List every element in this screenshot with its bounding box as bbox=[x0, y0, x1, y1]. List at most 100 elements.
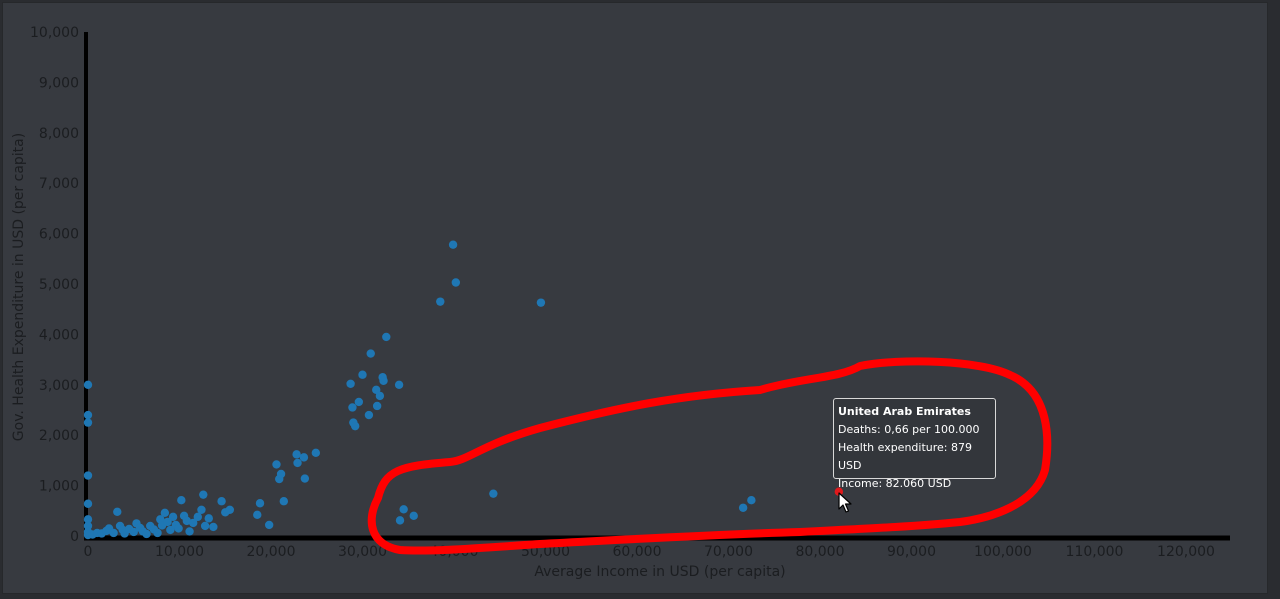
x-tick-label: 10,000 bbox=[155, 544, 204, 560]
data-point[interactable] bbox=[358, 370, 367, 379]
data-point[interactable] bbox=[536, 298, 546, 307]
data-point[interactable] bbox=[350, 421, 360, 431]
y-tick-label: 8,000 bbox=[39, 126, 79, 142]
window-edge bbox=[1268, 0, 1280, 599]
data-point[interactable] bbox=[394, 380, 404, 389]
data-point[interactable] bbox=[372, 385, 381, 395]
chart-panel bbox=[2, 2, 1268, 594]
data-point[interactable] bbox=[83, 471, 93, 480]
data-point[interactable] bbox=[153, 528, 162, 538]
data-point[interactable] bbox=[225, 505, 235, 514]
x-tick-label: 110,000 bbox=[1066, 544, 1124, 560]
data-point[interactable] bbox=[299, 453, 309, 462]
data-point[interactable] bbox=[409, 511, 418, 521]
data-point[interactable] bbox=[489, 489, 498, 498]
data-point[interactable] bbox=[83, 418, 93, 427]
x-tick-label: 0 bbox=[84, 544, 93, 560]
data-point[interactable] bbox=[113, 507, 122, 517]
data-point[interactable] bbox=[83, 521, 93, 531]
data-point[interactable] bbox=[279, 497, 289, 506]
y-axis-ticks: 0 1,000 2,000 3,000 4,000 5,000 6,000 7,000 8,00… bbox=[30, 25, 79, 545]
y-tick-label: 2,000 bbox=[39, 428, 79, 444]
data-point[interactable] bbox=[160, 508, 170, 518]
mouse-cursor-icon bbox=[838, 492, 852, 513]
data-point[interactable] bbox=[83, 380, 93, 389]
data-point[interactable] bbox=[738, 503, 748, 512]
data-point[interactable] bbox=[747, 496, 756, 505]
x-axis-title: Average Income in USD (per capita) bbox=[534, 564, 785, 580]
data-point[interactable] bbox=[451, 278, 461, 287]
data-point[interactable] bbox=[163, 517, 172, 527]
data-point[interactable] bbox=[448, 240, 458, 249]
data-point[interactable] bbox=[83, 499, 93, 508]
data-point[interactable] bbox=[382, 332, 391, 342]
data-point[interactable] bbox=[395, 516, 405, 525]
data-point[interactable] bbox=[372, 401, 382, 411]
data-point[interactable] bbox=[209, 522, 218, 532]
x-tick-label: 30,000 bbox=[338, 544, 387, 560]
data-point[interactable] bbox=[166, 525, 175, 535]
tooltip-income: Income: 82.060 USD bbox=[838, 477, 952, 490]
data-points bbox=[83, 240, 844, 540]
data-point[interactable] bbox=[200, 521, 210, 531]
data-point[interactable] bbox=[292, 450, 301, 459]
tooltip: United Arab Emirates Deaths: 0,66 per 10… bbox=[833, 398, 996, 490]
data-point[interactable] bbox=[253, 510, 262, 520]
data-point[interactable] bbox=[436, 297, 445, 306]
data-point[interactable] bbox=[217, 497, 226, 506]
data-point[interactable] bbox=[168, 512, 178, 522]
y-tick-label: 9,000 bbox=[39, 75, 79, 91]
data-point[interactable] bbox=[399, 505, 408, 514]
y-tick-label: 0 bbox=[70, 529, 79, 545]
data-point[interactable] bbox=[142, 529, 151, 539]
x-tick-label: 70,000 bbox=[704, 544, 753, 560]
data-point[interactable] bbox=[193, 512, 202, 522]
y-tick-label: 1,000 bbox=[39, 479, 79, 495]
data-point[interactable] bbox=[364, 410, 374, 420]
data-point[interactable] bbox=[300, 474, 310, 483]
highlighted-data-point[interactable] bbox=[834, 487, 844, 496]
hand-drawn-annotation-loop bbox=[367, 357, 1052, 555]
x-tick-label: 100,000 bbox=[974, 544, 1032, 560]
data-point[interactable] bbox=[189, 518, 198, 528]
data-point[interactable] bbox=[346, 379, 355, 388]
y-tick-label: 7,000 bbox=[39, 176, 79, 192]
data-point[interactable] bbox=[276, 469, 286, 479]
data-point[interactable] bbox=[264, 520, 274, 530]
x-tick-label: 20,000 bbox=[247, 544, 296, 560]
data-point[interactable] bbox=[177, 496, 186, 505]
data-point[interactable] bbox=[293, 458, 302, 468]
data-point[interactable] bbox=[199, 490, 208, 499]
data-point[interactable] bbox=[375, 391, 385, 401]
tooltip-health-expenditure: Health expenditure: 879 USD bbox=[838, 441, 972, 472]
x-tick-label: 80,000 bbox=[796, 544, 845, 560]
data-point[interactable] bbox=[83, 410, 93, 420]
data-point[interactable] bbox=[197, 505, 206, 514]
y-tick-label: 4,000 bbox=[39, 327, 79, 343]
data-point[interactable] bbox=[129, 527, 138, 537]
data-point[interactable] bbox=[348, 403, 357, 412]
data-point[interactable] bbox=[182, 516, 192, 526]
data-point[interactable] bbox=[174, 524, 183, 533]
y-tick-label: 5,000 bbox=[39, 277, 79, 293]
data-point[interactable] bbox=[83, 515, 93, 524]
tooltip-deaths: Deaths: 0,66 per 100.000 bbox=[838, 423, 980, 436]
tooltip-title: United Arab Emirates bbox=[838, 405, 971, 418]
y-tick-label: 3,000 bbox=[39, 378, 79, 394]
y-tick-label: 6,000 bbox=[39, 227, 79, 243]
data-point[interactable] bbox=[204, 514, 213, 523]
x-tick-label: 120,000 bbox=[1157, 544, 1215, 560]
data-point[interactable] bbox=[272, 460, 281, 469]
y-tick-label: 10,000 bbox=[30, 25, 79, 41]
data-point[interactable] bbox=[109, 528, 118, 538]
data-point[interactable] bbox=[311, 448, 321, 458]
data-point[interactable] bbox=[185, 527, 194, 536]
data-point[interactable] bbox=[255, 499, 265, 508]
y-axis-title: Gov. Health Expenditure in USD (per capi… bbox=[11, 133, 27, 441]
x-tick-label: 90,000 bbox=[887, 544, 936, 560]
data-point[interactable] bbox=[354, 397, 364, 407]
data-point[interactable] bbox=[366, 349, 375, 358]
data-point[interactable] bbox=[379, 376, 388, 385]
x-tick-label: 60,000 bbox=[613, 544, 662, 560]
